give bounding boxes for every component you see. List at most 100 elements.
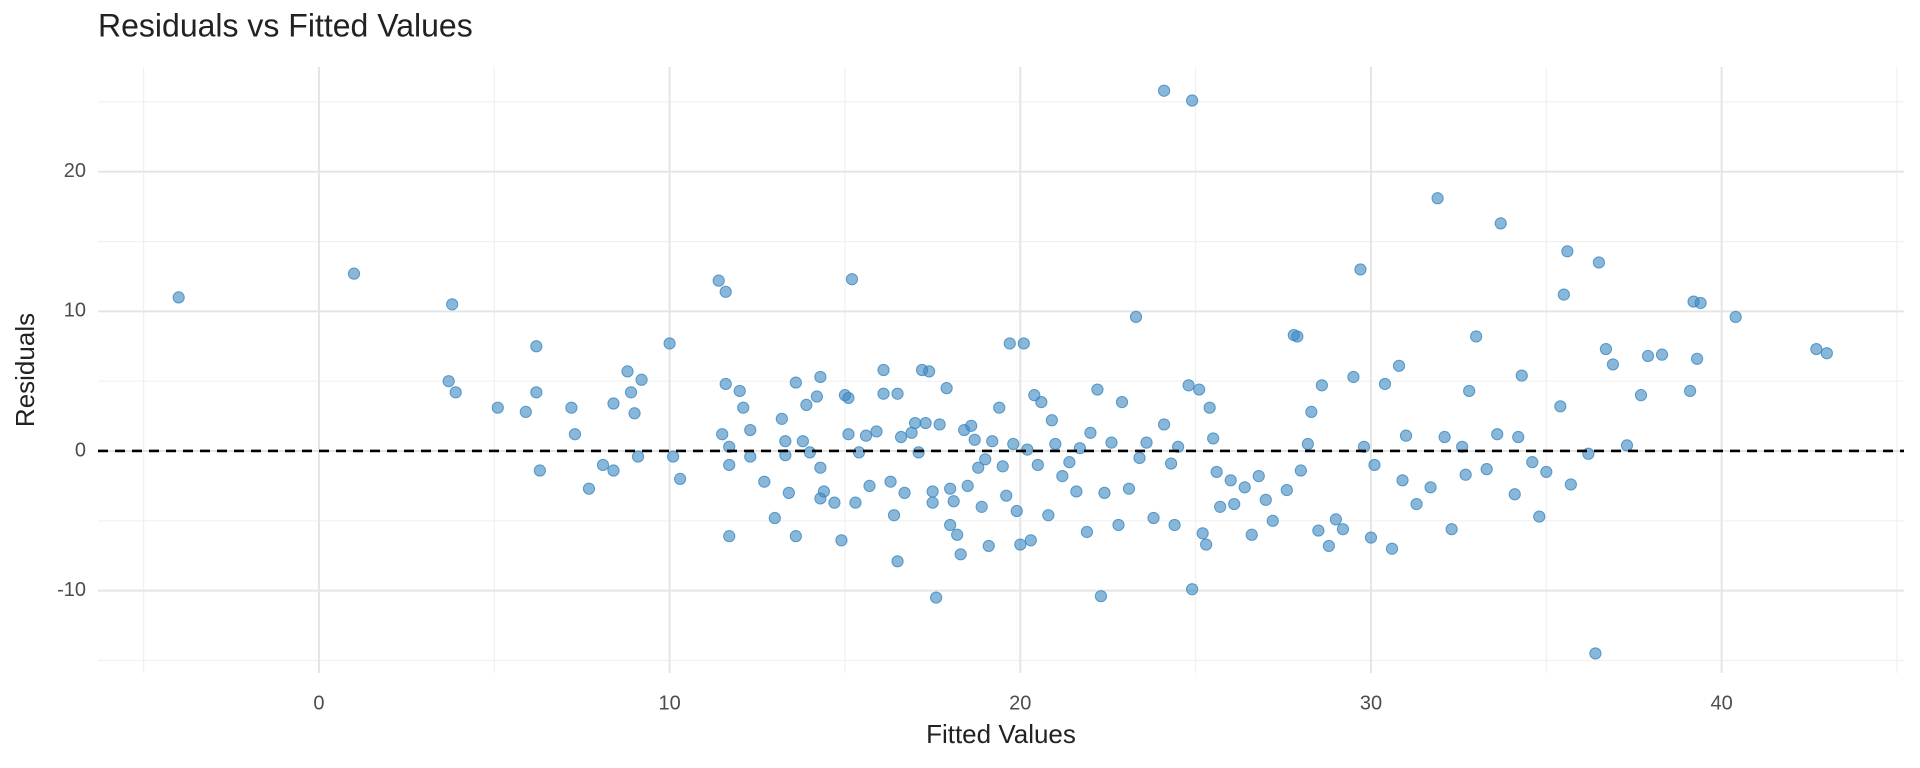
point — [891, 387, 904, 400]
point — [796, 435, 809, 448]
point — [944, 518, 957, 532]
point — [1091, 383, 1104, 396]
point — [982, 539, 995, 553]
point — [1098, 486, 1111, 499]
point — [1315, 379, 1328, 392]
point — [1073, 442, 1087, 455]
point — [1399, 429, 1413, 442]
point — [530, 386, 543, 399]
point — [993, 401, 1006, 414]
point — [1810, 342, 1823, 356]
point — [565, 401, 578, 414]
point — [1031, 458, 1044, 472]
point — [1329, 513, 1342, 526]
point — [1003, 337, 1016, 350]
point — [1203, 401, 1216, 414]
point — [912, 446, 925, 459]
point — [712, 274, 725, 287]
point — [1014, 538, 1027, 551]
point — [1042, 509, 1055, 522]
point — [1312, 524, 1325, 537]
point — [870, 425, 883, 438]
point — [733, 384, 746, 398]
point — [1606, 358, 1620, 371]
point — [859, 429, 873, 442]
point — [1305, 405, 1318, 418]
point — [972, 461, 985, 474]
point — [1385, 542, 1399, 555]
point — [986, 435, 999, 448]
point — [1431, 192, 1444, 205]
point — [1438, 430, 1451, 444]
point — [446, 298, 459, 311]
point — [779, 435, 792, 448]
point — [951, 528, 964, 541]
point — [1655, 348, 1669, 361]
point — [1094, 590, 1108, 603]
point — [1112, 518, 1125, 532]
point — [1561, 245, 1574, 258]
point — [1589, 647, 1602, 660]
point — [1063, 456, 1076, 469]
point — [845, 273, 859, 286]
point — [1554, 400, 1567, 413]
point — [1133, 451, 1146, 465]
point — [1182, 379, 1195, 392]
point — [674, 472, 687, 486]
y-tick-label: 20 — [64, 160, 86, 182]
point — [1820, 347, 1833, 360]
point — [624, 386, 638, 399]
point — [800, 398, 813, 412]
point — [852, 446, 866, 459]
point — [719, 285, 732, 298]
y-tick-label: 10 — [64, 300, 86, 322]
point — [1364, 531, 1378, 544]
point — [1494, 217, 1507, 230]
point — [1214, 500, 1227, 513]
point — [961, 479, 974, 492]
point — [1368, 458, 1381, 472]
point — [737, 401, 750, 414]
point — [663, 337, 676, 350]
point — [842, 428, 855, 441]
point — [1729, 310, 1742, 324]
point — [1207, 432, 1220, 445]
point — [789, 376, 802, 389]
point — [1336, 523, 1350, 536]
point — [1238, 481, 1251, 494]
point — [1515, 369, 1528, 382]
y-tick-label: 0 — [75, 439, 86, 461]
point — [1000, 489, 1013, 502]
point — [894, 430, 908, 444]
point — [887, 509, 901, 522]
point — [1252, 470, 1265, 483]
point — [1017, 337, 1030, 350]
point — [533, 464, 546, 477]
point — [782, 486, 795, 499]
point — [1049, 437, 1062, 451]
point — [891, 555, 904, 568]
point — [1045, 414, 1058, 427]
point — [1035, 396, 1048, 409]
point — [1259, 493, 1272, 506]
point — [1291, 330, 1304, 343]
point — [719, 377, 732, 391]
point — [803, 446, 816, 459]
point — [1007, 437, 1020, 451]
point — [1378, 377, 1392, 391]
point — [1171, 440, 1185, 453]
point — [877, 387, 890, 400]
point — [1021, 443, 1034, 456]
point — [1140, 436, 1153, 449]
point — [1266, 514, 1279, 527]
point — [442, 375, 455, 388]
point — [347, 267, 361, 280]
point — [1508, 488, 1521, 501]
point — [1186, 583, 1199, 596]
point — [877, 363, 890, 377]
point — [628, 407, 641, 420]
point — [849, 496, 862, 509]
point — [1210, 465, 1223, 479]
chart-title: Residuals vs Fitted Values — [98, 7, 473, 43]
point — [1491, 428, 1504, 441]
